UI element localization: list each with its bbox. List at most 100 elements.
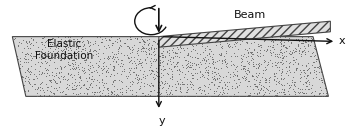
- Point: [148, 69, 154, 71]
- Point: [152, 41, 158, 43]
- Point: [284, 46, 289, 48]
- Point: [131, 67, 137, 69]
- Point: [172, 51, 178, 53]
- Point: [38, 82, 44, 84]
- Point: [146, 69, 152, 71]
- Point: [39, 72, 44, 74]
- Point: [222, 59, 227, 61]
- Point: [64, 44, 70, 46]
- Point: [155, 57, 161, 59]
- Point: [309, 38, 315, 40]
- Point: [319, 79, 325, 81]
- Point: [74, 54, 79, 56]
- Point: [251, 63, 256, 65]
- Point: [316, 65, 322, 67]
- Point: [251, 83, 256, 85]
- Point: [192, 56, 197, 58]
- Point: [93, 84, 99, 86]
- Point: [246, 63, 252, 65]
- Point: [278, 43, 284, 45]
- Point: [19, 75, 24, 77]
- Point: [158, 76, 164, 78]
- Point: [313, 58, 319, 60]
- Point: [15, 58, 21, 60]
- Point: [126, 67, 132, 69]
- Point: [43, 83, 48, 85]
- Point: [200, 41, 205, 43]
- Point: [243, 41, 249, 43]
- Point: [26, 80, 31, 82]
- Point: [273, 55, 278, 57]
- Point: [218, 53, 224, 55]
- Point: [183, 67, 189, 69]
- Point: [300, 42, 306, 44]
- Point: [256, 63, 261, 65]
- Point: [231, 73, 237, 75]
- Point: [44, 61, 50, 63]
- Point: [112, 79, 117, 81]
- Point: [75, 73, 81, 75]
- Point: [95, 55, 101, 57]
- Point: [218, 67, 224, 69]
- Point: [282, 91, 287, 93]
- Point: [83, 59, 89, 61]
- Point: [254, 86, 260, 88]
- Point: [244, 85, 250, 87]
- Point: [257, 81, 262, 83]
- Point: [189, 64, 195, 66]
- Point: [255, 55, 260, 57]
- Point: [192, 49, 198, 51]
- Point: [33, 41, 39, 43]
- Point: [23, 61, 29, 63]
- Point: [210, 58, 216, 60]
- Point: [90, 66, 96, 68]
- Point: [179, 40, 184, 42]
- Point: [101, 45, 106, 47]
- Point: [310, 38, 316, 40]
- Point: [18, 60, 23, 62]
- Point: [41, 91, 47, 93]
- Point: [324, 90, 330, 92]
- Point: [227, 45, 233, 47]
- Text: Beam: Beam: [234, 10, 266, 20]
- Point: [185, 60, 190, 62]
- Point: [167, 92, 173, 94]
- Point: [170, 56, 176, 58]
- Point: [301, 92, 306, 94]
- Point: [196, 42, 202, 44]
- Point: [137, 62, 143, 64]
- Point: [153, 59, 159, 61]
- Point: [28, 73, 33, 75]
- Point: [238, 57, 244, 59]
- Point: [224, 62, 229, 64]
- Point: [318, 89, 323, 91]
- Point: [277, 49, 283, 51]
- Point: [204, 59, 209, 61]
- Point: [281, 55, 287, 57]
- Point: [129, 89, 135, 91]
- Point: [50, 41, 56, 43]
- Point: [253, 67, 259, 69]
- Point: [220, 91, 226, 93]
- Point: [61, 42, 66, 44]
- Point: [36, 52, 42, 54]
- Point: [300, 88, 305, 90]
- Point: [155, 56, 161, 58]
- Point: [215, 72, 220, 74]
- Point: [219, 46, 224, 48]
- Point: [250, 53, 255, 55]
- Point: [184, 91, 189, 93]
- Point: [248, 55, 254, 57]
- Point: [179, 37, 185, 39]
- Point: [69, 53, 75, 55]
- Point: [218, 79, 223, 81]
- Point: [271, 49, 277, 51]
- Point: [293, 50, 299, 52]
- Point: [254, 92, 260, 94]
- Point: [80, 45, 86, 47]
- Point: [47, 43, 52, 45]
- Point: [47, 59, 52, 61]
- Point: [311, 55, 316, 57]
- Point: [313, 60, 319, 62]
- Point: [199, 40, 205, 42]
